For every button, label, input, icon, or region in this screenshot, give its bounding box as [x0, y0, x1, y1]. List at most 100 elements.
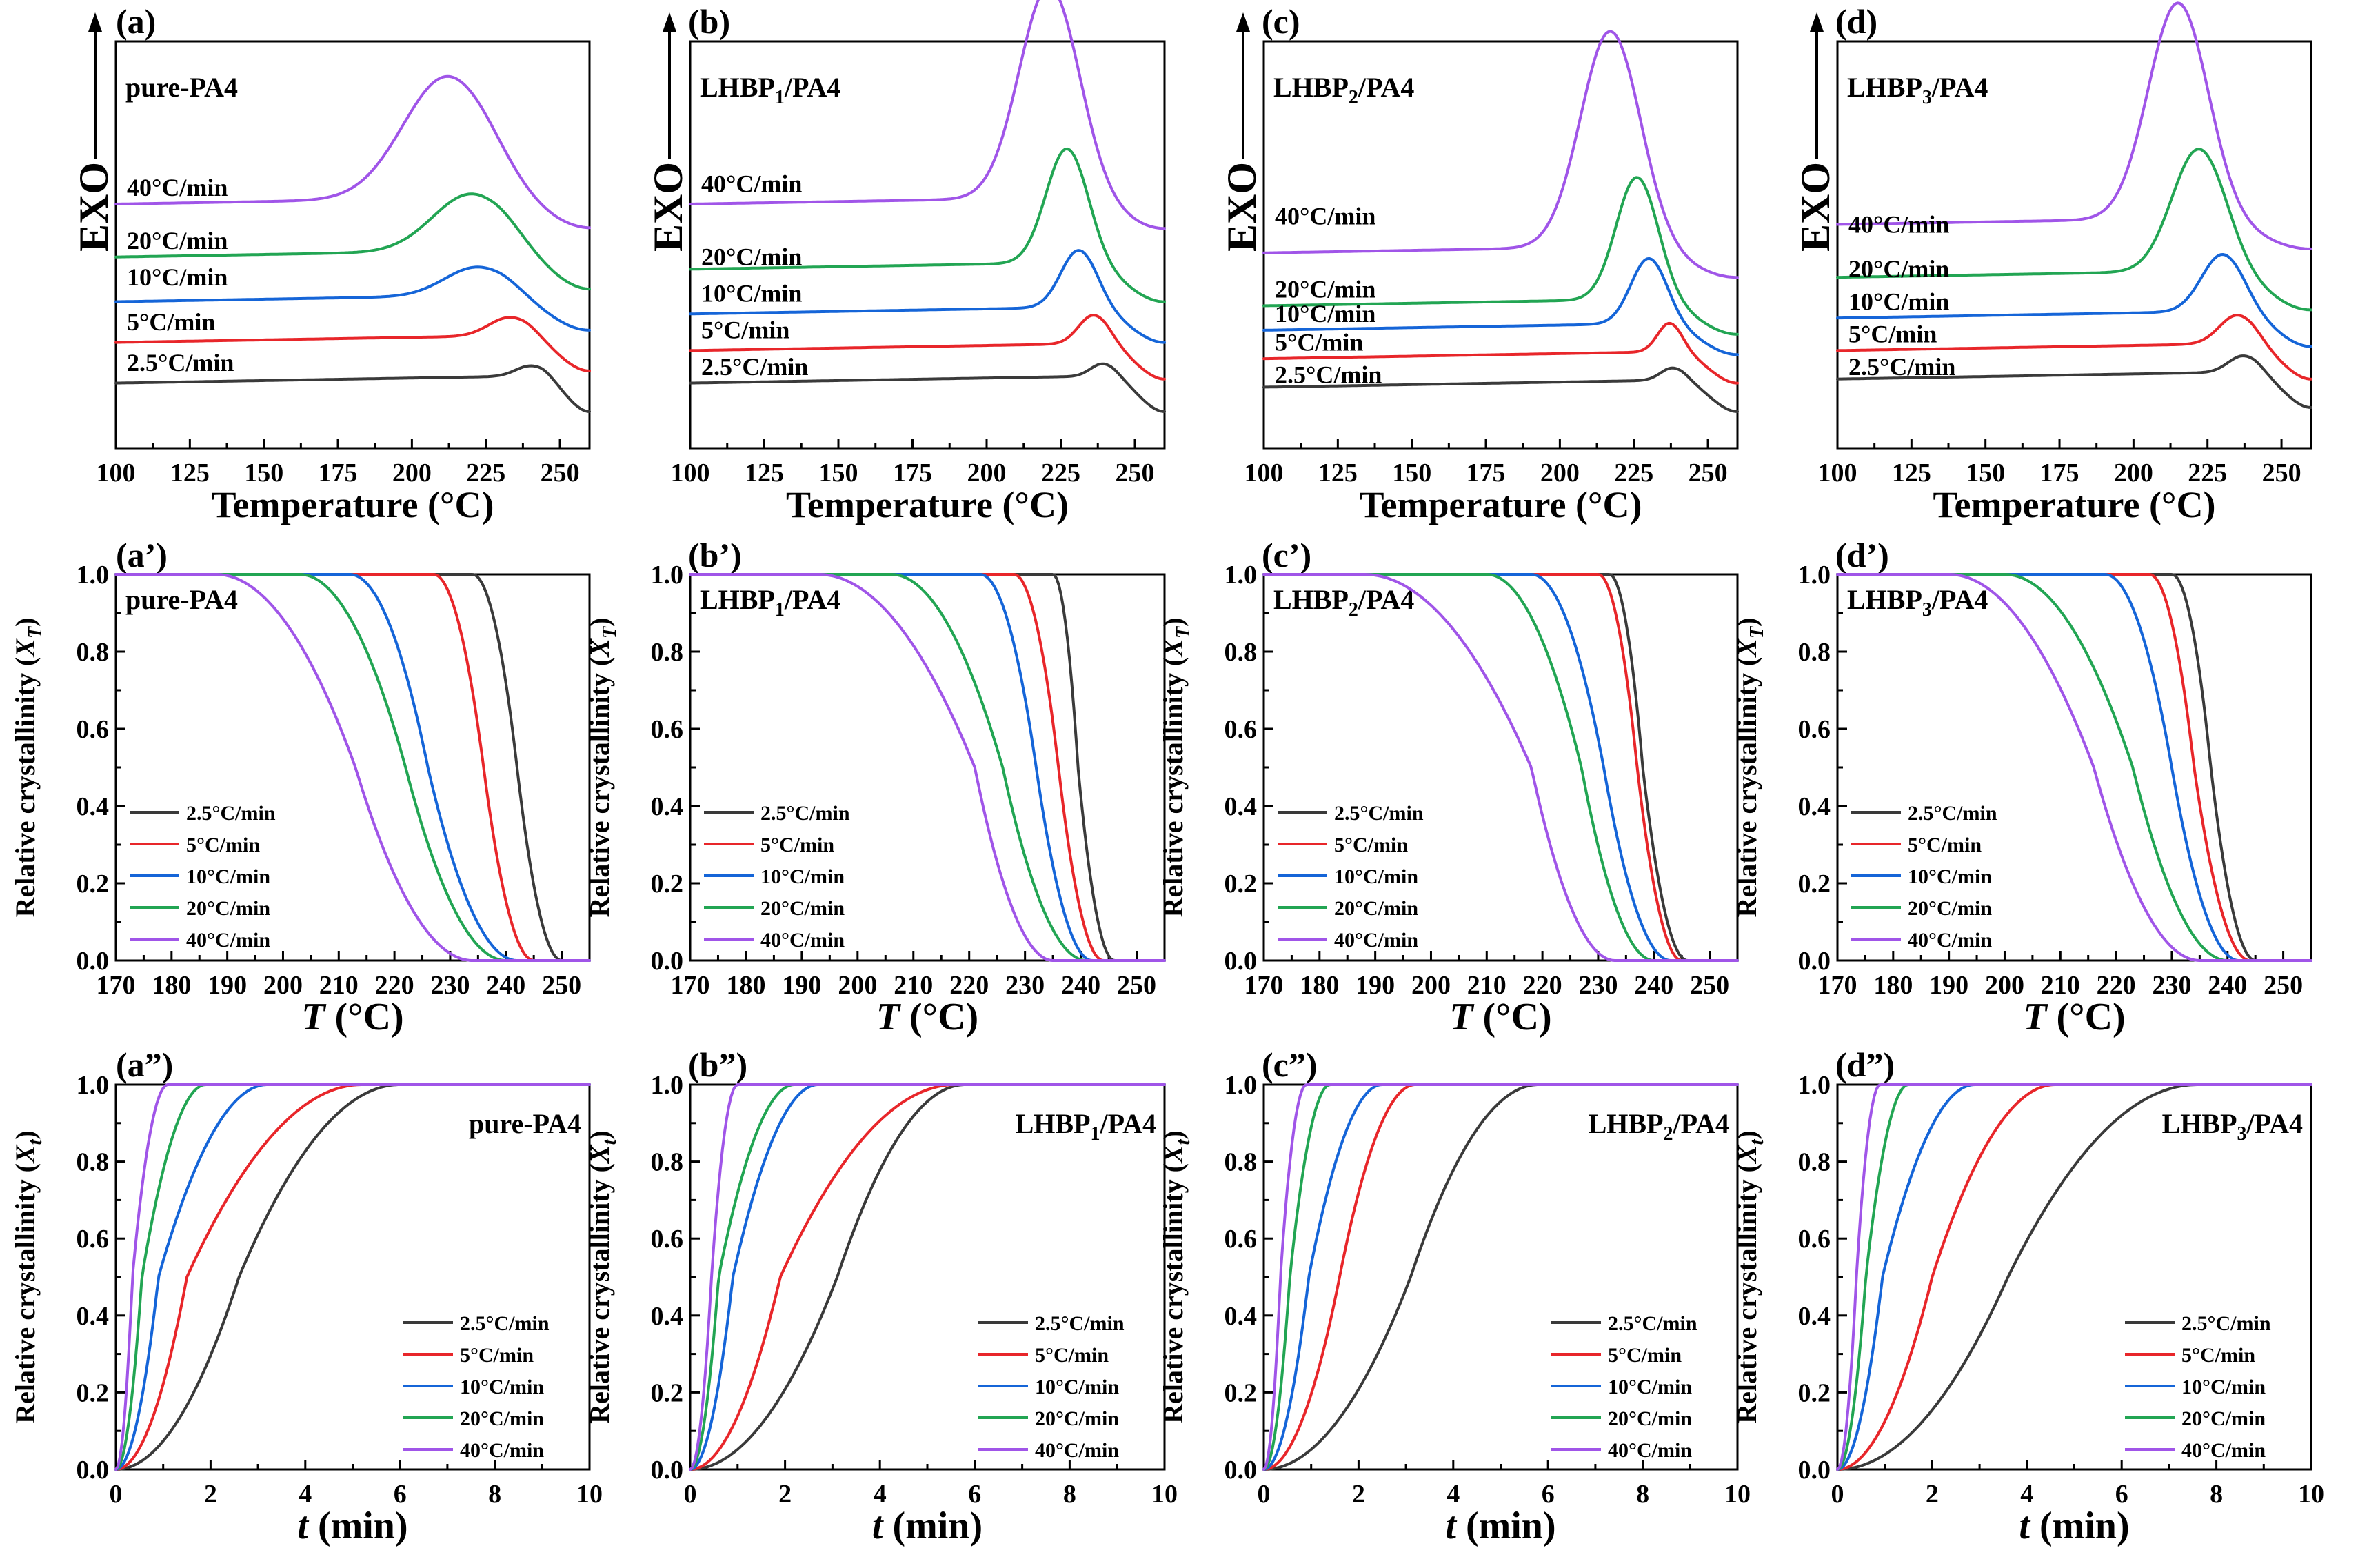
legend-label: 40°C/min: [1035, 1439, 1119, 1462]
y-tick-label: 0.6: [1225, 715, 1258, 744]
rate-label: 40°C/min: [1275, 203, 1376, 230]
y-tick-label: 0.2: [1798, 870, 1831, 898]
y-tick-label: 0.6: [77, 1225, 110, 1254]
series-group: [689, 573, 1166, 962]
x-tick-label: 8: [1063, 1480, 1076, 1509]
legend-label: 2.5°C/min: [1908, 802, 1997, 825]
x-tick-label: 250: [1690, 971, 1729, 1000]
x-tick-label: 125: [1892, 459, 1931, 488]
panel-label: (a”): [116, 1045, 173, 1084]
x-tick-label: 6: [1542, 1480, 1555, 1509]
y-tick-label: 0.6: [77, 715, 110, 744]
x-tick-label: 6: [968, 1480, 981, 1509]
series-line-2.5-c-min: [114, 364, 591, 413]
x-tick-label: 125: [745, 459, 784, 488]
rate-label: 20°C/min: [1275, 276, 1376, 303]
sample-label: LHBP1/PA4: [1016, 1108, 1156, 1145]
sample-label: LHBP3/PA4: [1847, 72, 1988, 108]
rate-label: 10°C/min: [1848, 288, 1949, 315]
legend-label: 20°C/min: [1608, 1407, 1692, 1430]
series-line-40-c-min: [114, 573, 591, 962]
series-group: [1262, 573, 1739, 962]
panel-c2: (c”) 0 2 4 6 8 10 0.0 0.2 0.4 0.6 0.8 1.0 t (min) Rela…: [1158, 1045, 1751, 1547]
x-tick-label: 250: [1689, 459, 1728, 488]
x-tick-label: 0: [1258, 1480, 1271, 1509]
legend-label: 5°C/min: [460, 1344, 534, 1367]
x-axis-title: Temperature (°C): [1359, 484, 1642, 525]
x-tick-label: 250: [2264, 971, 2303, 1000]
x-tick-label: 170: [671, 971, 710, 1000]
x-tick-label: 0: [684, 1480, 697, 1509]
x-tick-label: 250: [1117, 971, 1156, 1000]
y-axis-title: Relative crystallinity (XT): [1158, 618, 1194, 918]
x-tick-label: 175: [319, 459, 358, 488]
y-tick-label: 0.4: [651, 1302, 684, 1331]
series-line-40-c-min: [689, 1083, 1166, 1471]
x-tick-label: 200: [1540, 459, 1580, 488]
y-tick-label: 0.2: [77, 1378, 110, 1407]
legend-label: 20°C/min: [460, 1407, 544, 1430]
legend-label: 2.5°C/min: [1608, 1312, 1697, 1335]
y-tick-label: 0.6: [651, 1225, 684, 1254]
x-tick-label: 10: [1151, 1480, 1178, 1509]
y-tick-label: 0.8: [1225, 1148, 1258, 1177]
y-axis-title: EXO: [71, 162, 117, 252]
panel-label: (d’): [1835, 536, 1889, 574]
series-line-40-c-min: [1262, 573, 1739, 962]
x-tick-label: 250: [1116, 459, 1155, 488]
x-tick-label: 4: [1447, 1480, 1460, 1509]
x-tick-label: 225: [1614, 459, 1653, 488]
exo-arrow-head-icon: [88, 12, 102, 32]
x-axis-title: t (min): [872, 1505, 982, 1547]
x-tick-label: 4: [874, 1480, 887, 1509]
legend-label: 2.5°C/min: [760, 802, 850, 825]
y-tick-label: 0.4: [77, 1302, 110, 1331]
y-axis-title: EXO: [645, 162, 691, 252]
exo-arrow-head-icon: [1236, 12, 1250, 32]
x-tick-label: 125: [170, 459, 210, 488]
legend-label: 20°C/min: [2181, 1407, 2266, 1430]
rate-label: 20°C/min: [1848, 255, 1949, 283]
series-line-40-c-min: [1836, 573, 2312, 962]
panel-a2: (a”) 0 2 4 6 8 10 0.0 0.2 0.4 0.6 0.8 1.0 t (min) Rela…: [10, 1045, 603, 1547]
x-tick-label: 250: [541, 459, 580, 488]
sample-label: pure-PA4: [125, 584, 238, 615]
x-axis-title: Temperature (°C): [211, 484, 494, 525]
x-tick-label: 6: [394, 1480, 407, 1509]
panel-a1: (a’) 170 180 190 200 210 220 230 240 250 0.0 0.2 0.4…: [10, 536, 591, 1038]
sample-label: LHBP3/PA4: [1847, 584, 1988, 621]
y-tick-label: 0.2: [77, 870, 110, 898]
x-tick-label: 10: [2298, 1480, 2324, 1509]
series-group: [114, 74, 591, 413]
x-tick-label: 250: [2262, 459, 2301, 488]
legend-label: 10°C/min: [1035, 1376, 1119, 1398]
y-tick-label: 0.2: [651, 1378, 684, 1407]
panel-b2: (b”) 0 2 4 6 8 10 0.0 0.2 0.4 0.6 0.8 1.0 t (min) Rela…: [584, 1045, 1178, 1547]
x-tick-label: 10: [1724, 1480, 1751, 1509]
series-line-40-c-min: [114, 74, 591, 230]
x-tick-label: 225: [1041, 459, 1080, 488]
legend-label: 40°C/min: [760, 929, 845, 952]
legend-label: 40°C/min: [1908, 929, 1992, 952]
legend-label: 20°C/min: [1908, 897, 1992, 920]
y-tick-label: 1.0: [1798, 1071, 1831, 1100]
y-axis-title: EXO: [1793, 162, 1838, 252]
x-axis-title: t (min): [1445, 1505, 1555, 1547]
sample-label: pure-PA4: [125, 72, 238, 103]
series-line-20-c-min: [689, 147, 1166, 303]
legend-label: 2.5°C/min: [186, 802, 276, 825]
y-tick-label: 0.8: [77, 638, 110, 667]
panel-b: (b) 100 125 150 175 200 225 250 Temperature (°C)…: [645, 0, 1166, 525]
y-axis-title: Relative crystallinity (Xt): [1731, 1130, 1768, 1423]
series-line-2.5-c-min: [689, 362, 1166, 413]
x-tick-label: 6: [2115, 1480, 2128, 1509]
x-tick-label: 220: [949, 971, 989, 1000]
legend-label: 40°C/min: [2181, 1439, 2266, 1462]
series-line-40-c-min: [1836, 1083, 2312, 1471]
y-tick-label: 0.8: [1798, 638, 1831, 667]
series-line-10-c-min: [1836, 253, 2312, 348]
panel-a: (a) 100 125 150 175 200 225 250 Temperature (°C)…: [71, 2, 591, 525]
x-tick-label: 2: [1926, 1480, 1939, 1509]
series-line-40-c-min: [1262, 30, 1739, 279]
